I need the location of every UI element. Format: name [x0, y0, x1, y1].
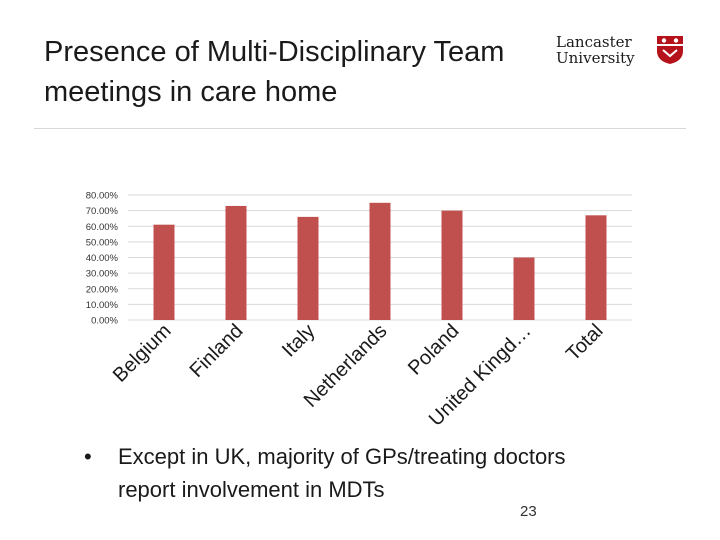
bar [441, 210, 463, 320]
shield-icon [657, 36, 683, 64]
y-tick-label: 30.00% [86, 269, 119, 280]
slide-title: Presence of Multi-Disciplinary Team meet… [44, 36, 505, 108]
bar [297, 216, 319, 320]
page-number: 23 [520, 503, 537, 520]
bar-chart: 0.00% 10.00% 20.00% 30.00% 40.00% 50.00% 60.00… [86, 191, 632, 431]
x-tick-label: Poland [404, 320, 464, 380]
bar [225, 205, 247, 320]
bar [369, 202, 391, 320]
y-tick-label: 60.00% [86, 222, 119, 233]
bar [585, 215, 607, 320]
university-logo: Lancaster University [556, 34, 690, 74]
logo-line1: Lancaster [556, 33, 632, 51]
y-tick-label: 80.00% [86, 191, 119, 202]
x-tick-label: Finland [186, 320, 248, 382]
y-tick-label: 70.00% [86, 206, 119, 217]
bar [513, 257, 535, 320]
title-divider [34, 128, 686, 129]
x-tick-label: Belgium [109, 320, 176, 387]
x-tick-label: Italy [278, 320, 319, 361]
y-tick-label: 0.00% [91, 316, 118, 327]
y-tick-label: 10.00% [86, 300, 119, 311]
y-tick-label: 40.00% [86, 253, 119, 264]
logo-line2: University [556, 49, 635, 67]
y-tick-label: 50.00% [86, 237, 119, 248]
y-tick-label: 20.00% [86, 284, 119, 295]
bullet-text: Except in UK, majority of GPs/treating d… [118, 444, 566, 502]
bar [153, 224, 175, 320]
x-tick-label: Total [562, 320, 607, 365]
bullet-dot: • [84, 444, 92, 469]
